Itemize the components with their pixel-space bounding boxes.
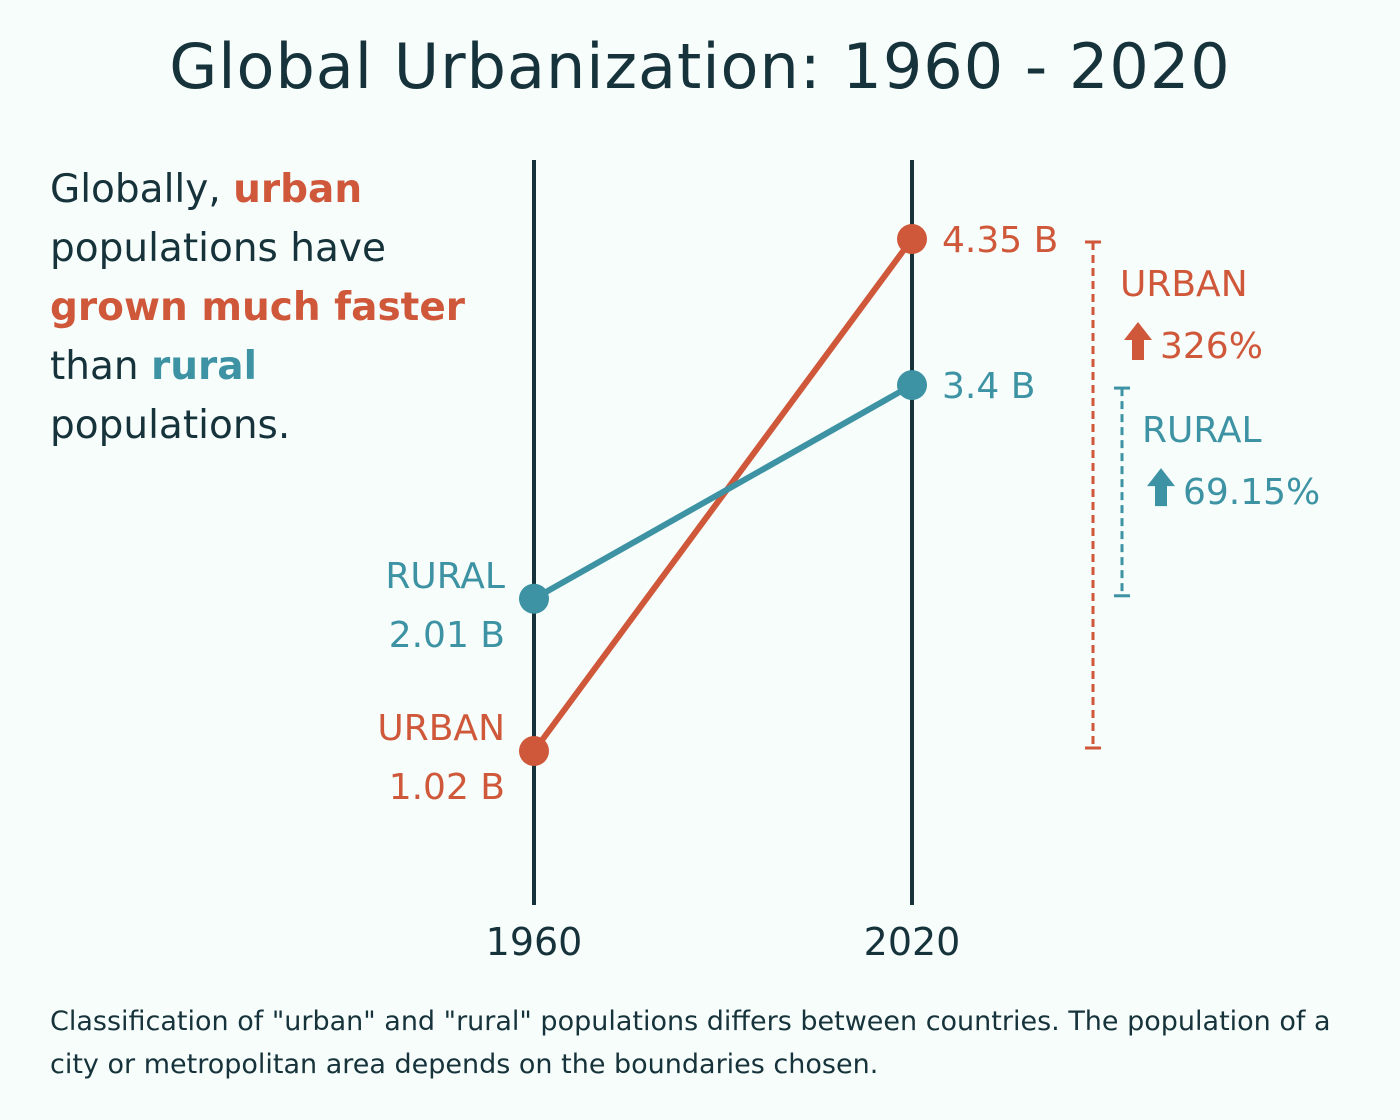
- footnote: Classification of "urban" and "rural" po…: [50, 1006, 1331, 1080]
- series-line-rural: [532, 382, 914, 602]
- label-name-rural-1960: RURAL: [385, 556, 505, 597]
- intro-rural-word: rural: [151, 344, 257, 389]
- intro-urban-word: urban: [233, 167, 363, 212]
- label-name-urban-1960: URBAN: [377, 708, 505, 749]
- change-label-rural: RURAL: [1142, 410, 1262, 451]
- chart-title: Global Urbanization: 1960 - 2020: [169, 30, 1231, 103]
- intro-part-2: populations have: [50, 226, 386, 271]
- change-label-urban: URBAN: [1120, 264, 1248, 305]
- label-value-urban-2020: 4.35 B: [942, 220, 1058, 261]
- label-value-rural-1960: 2.01 B: [389, 615, 505, 656]
- change-value-urban: 326%: [1160, 326, 1263, 367]
- label-value-rural-2020: 3.4 B: [942, 366, 1035, 407]
- point-urban-2020: [897, 224, 927, 254]
- change-value-rural: 69.15%: [1183, 472, 1320, 513]
- point-rural-2020: [897, 370, 927, 401]
- intro-text: Globally, urban populations have grown m…: [50, 160, 470, 455]
- intro-emphasis: grown much faster: [50, 285, 466, 330]
- up-arrow-icon: [1147, 468, 1175, 507]
- intro-part-4: populations.: [50, 403, 291, 448]
- intro-part-1: Globally,: [50, 167, 234, 212]
- up-arrow-icon: [1124, 322, 1152, 360]
- point-urban-1960: [519, 736, 549, 766]
- x-tick-label-2020: 2020: [864, 920, 961, 964]
- slope-chart: 1960 2020 URBAN 1.02 B RURAL 2.01 B 4.35 B 3.4 …: [377, 160, 1320, 964]
- intro-part-3: than: [50, 344, 152, 389]
- point-rural-1960: [519, 583, 549, 614]
- label-value-urban-1960: 1.02 B: [389, 767, 505, 808]
- x-tick-label-1960: 1960: [486, 920, 583, 964]
